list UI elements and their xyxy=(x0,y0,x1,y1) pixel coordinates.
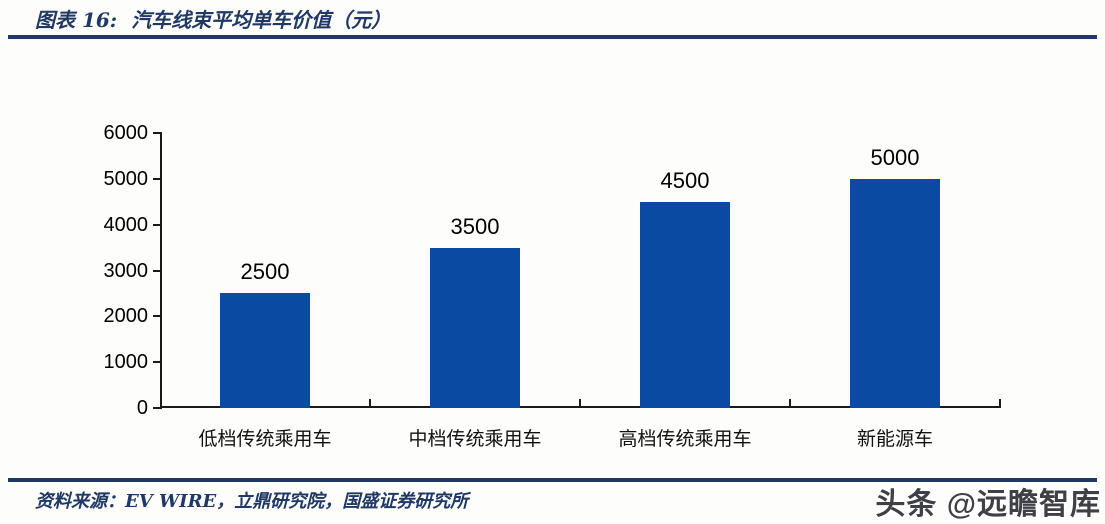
y-axis-tick-label: 3000 xyxy=(103,259,149,282)
source-citation: 资料来源：EV WIRE，立鼎研究院，国盛证券研究所 xyxy=(35,491,469,512)
y-axis-tick-label: 5000 xyxy=(103,167,149,190)
bottom-divider-rule xyxy=(8,478,1097,482)
y-axis-tick-label: 1000 xyxy=(103,351,149,374)
bar xyxy=(430,247,520,408)
bar-value-label: 5000 xyxy=(870,144,920,170)
x-axis-tick-mark xyxy=(579,399,581,408)
y-axis-tick-mark xyxy=(153,269,162,272)
x-axis-tick-mark xyxy=(999,399,1001,408)
y-axis-tick-mark xyxy=(153,361,162,364)
category-axis-label: 新能源车 xyxy=(856,428,933,450)
bar xyxy=(640,201,730,408)
bar-value-label: 4500 xyxy=(660,167,710,193)
x-axis-tick-mark xyxy=(789,399,791,408)
bar xyxy=(220,293,310,408)
bar-value-label: 2500 xyxy=(240,259,290,285)
y-axis-tick-mark xyxy=(153,132,162,134)
y-axis-tick-label: 6000 xyxy=(103,122,149,144)
bar xyxy=(850,178,940,408)
y-axis-tick-label: 4000 xyxy=(103,213,149,236)
y-axis-tick-mark xyxy=(153,315,162,318)
top-divider-rule xyxy=(8,35,1097,39)
watermark-toutiao: 头条 @远瞻智库 xyxy=(875,488,1101,521)
category-axis-label: 中档传统乘用车 xyxy=(408,428,542,450)
category-axis-label: 高档传统乘用车 xyxy=(618,428,752,450)
figure-title-text: 汽车线束平均单车价值（元） xyxy=(131,8,392,32)
y-axis-tick-mark xyxy=(153,407,162,409)
x-axis-tick-mark xyxy=(369,399,371,408)
y-axis-tick-mark xyxy=(153,223,162,226)
figure-number-label: 图表 16: xyxy=(35,8,118,32)
y-axis-tick-label: 0 xyxy=(136,397,148,419)
y-axis-tick-label: 2000 xyxy=(103,305,149,328)
bar-value-label: 3500 xyxy=(450,213,500,239)
figure-title: 图表 16: 汽车线束平均单车价值（元） xyxy=(35,4,391,33)
category-axis-label: 低档传统乘用车 xyxy=(198,428,332,450)
y-axis-tick-mark xyxy=(153,177,162,180)
